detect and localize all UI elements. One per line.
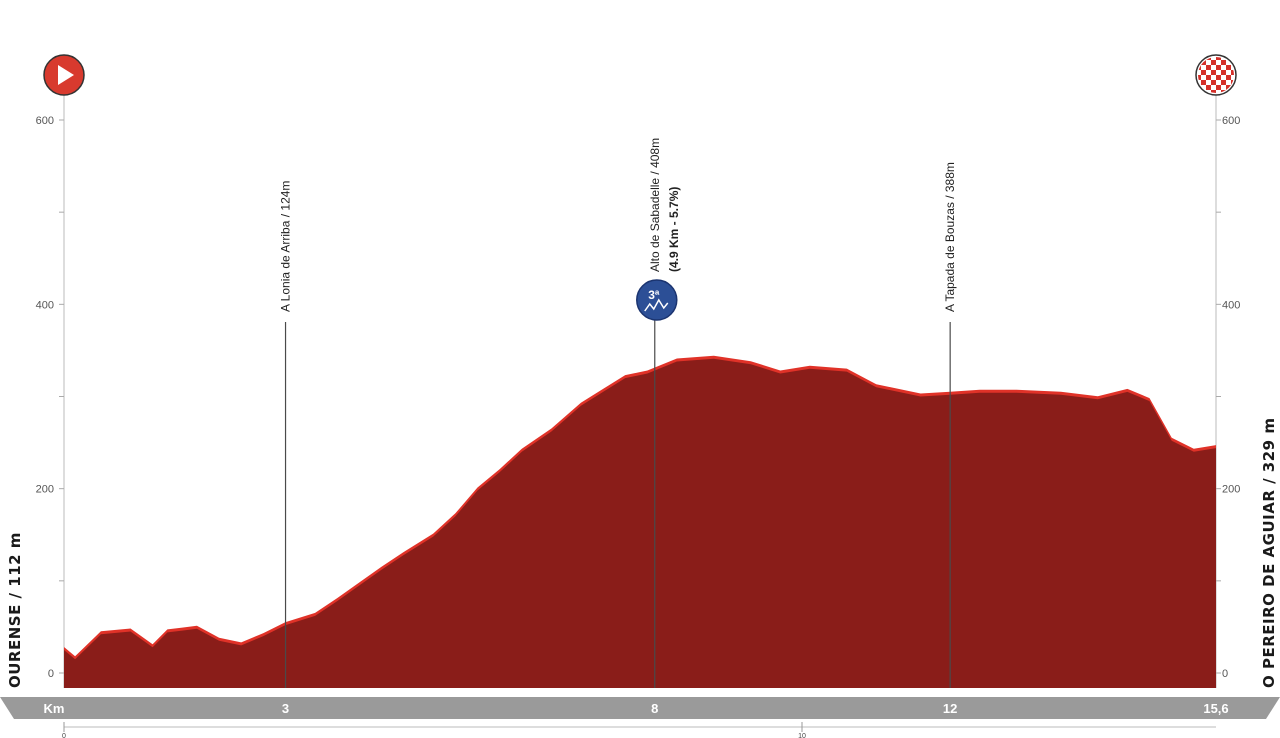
- checker-square: [1231, 90, 1234, 93]
- endpoint-labels: OURENSE / 112 m O PEREIRO DE AGUIAR / 329…: [6, 418, 1278, 688]
- axes: 0 0 200 200 400 400 600 600: [36, 95, 1240, 688]
- annotation-sublabel: (4.9 Km - 5.7%): [667, 187, 681, 272]
- checker-square: [1216, 65, 1221, 70]
- right-y-tick-label: 400: [1222, 299, 1240, 311]
- checker-square: [1206, 85, 1211, 90]
- km-tick-label: 12: [943, 701, 957, 716]
- right-y-tick-label: 200: [1222, 484, 1240, 496]
- checker-square: [1206, 75, 1211, 80]
- checker-square: [1216, 75, 1221, 80]
- checker-square: [1226, 75, 1231, 80]
- left-y-tick-label: 400: [36, 299, 54, 311]
- badge-circle: [636, 279, 678, 321]
- checker-square: [1198, 57, 1201, 60]
- left-y-tick-label: 0: [48, 668, 54, 680]
- annotation-label: A Lonia de Arriba / 124m: [279, 181, 293, 312]
- annotation-label: A Tapada de Bouzas / 388m: [943, 162, 957, 312]
- checker-square: [1206, 65, 1211, 70]
- start-finish-markers: [43, 54, 1237, 96]
- checker-square: [1221, 80, 1226, 85]
- start-marker: [43, 54, 85, 96]
- km-tick-label: 15,6: [1203, 701, 1228, 716]
- right-y-tick-label: 0: [1222, 668, 1228, 680]
- climb-annotations: A Lonia de Arriba / 124m Alto de Sabadell…: [279, 138, 957, 688]
- km-tick-label: 8: [651, 701, 658, 716]
- start-location-label: OURENSE / 112 m: [6, 532, 24, 688]
- left-y-tick-label: 600: [36, 115, 54, 127]
- checker-square: [1201, 70, 1206, 75]
- km-tick-label: 3: [282, 701, 289, 716]
- checker-square: [1221, 70, 1226, 75]
- checker-square: [1216, 57, 1221, 60]
- bottom-scale-label: 10: [798, 733, 806, 738]
- left-y-tick-label: 200: [36, 484, 54, 496]
- checker-square: [1211, 70, 1216, 75]
- km-bar: Km 3 8 12 15,6 0 10: [0, 697, 1280, 738]
- km-axis-label: Km: [44, 701, 65, 716]
- checker-square: [1211, 90, 1216, 93]
- profile-area: [64, 358, 1216, 688]
- checker-square: [1221, 60, 1226, 65]
- checker-square: [1201, 60, 1206, 65]
- checker-square: [1211, 60, 1216, 65]
- checker-square: [1198, 75, 1201, 80]
- climb-category-badge: 3ª: [636, 279, 678, 321]
- elevation-profile: [64, 355, 1216, 688]
- annotation-label: Alto de Sabadelle / 408m: [648, 138, 662, 272]
- checker-square: [1201, 80, 1206, 85]
- finish-marker: [1195, 54, 1237, 96]
- km-bar-background: [0, 697, 1280, 719]
- finish-location-label: O PEREIRO DE AGUIAR / 329 m: [1260, 418, 1278, 688]
- checker-square: [1226, 65, 1231, 70]
- mountain-icon: [644, 298, 669, 312]
- checker-square: [1231, 70, 1234, 75]
- play-icon: [58, 65, 74, 85]
- badge-category-label: 3ª: [648, 288, 660, 302]
- checker-square: [1216, 85, 1221, 90]
- right-y-tick-label: 600: [1222, 115, 1240, 127]
- checker-square: [1211, 80, 1216, 85]
- bottom-scale-label: 0: [62, 733, 66, 738]
- checker-square: [1226, 85, 1231, 90]
